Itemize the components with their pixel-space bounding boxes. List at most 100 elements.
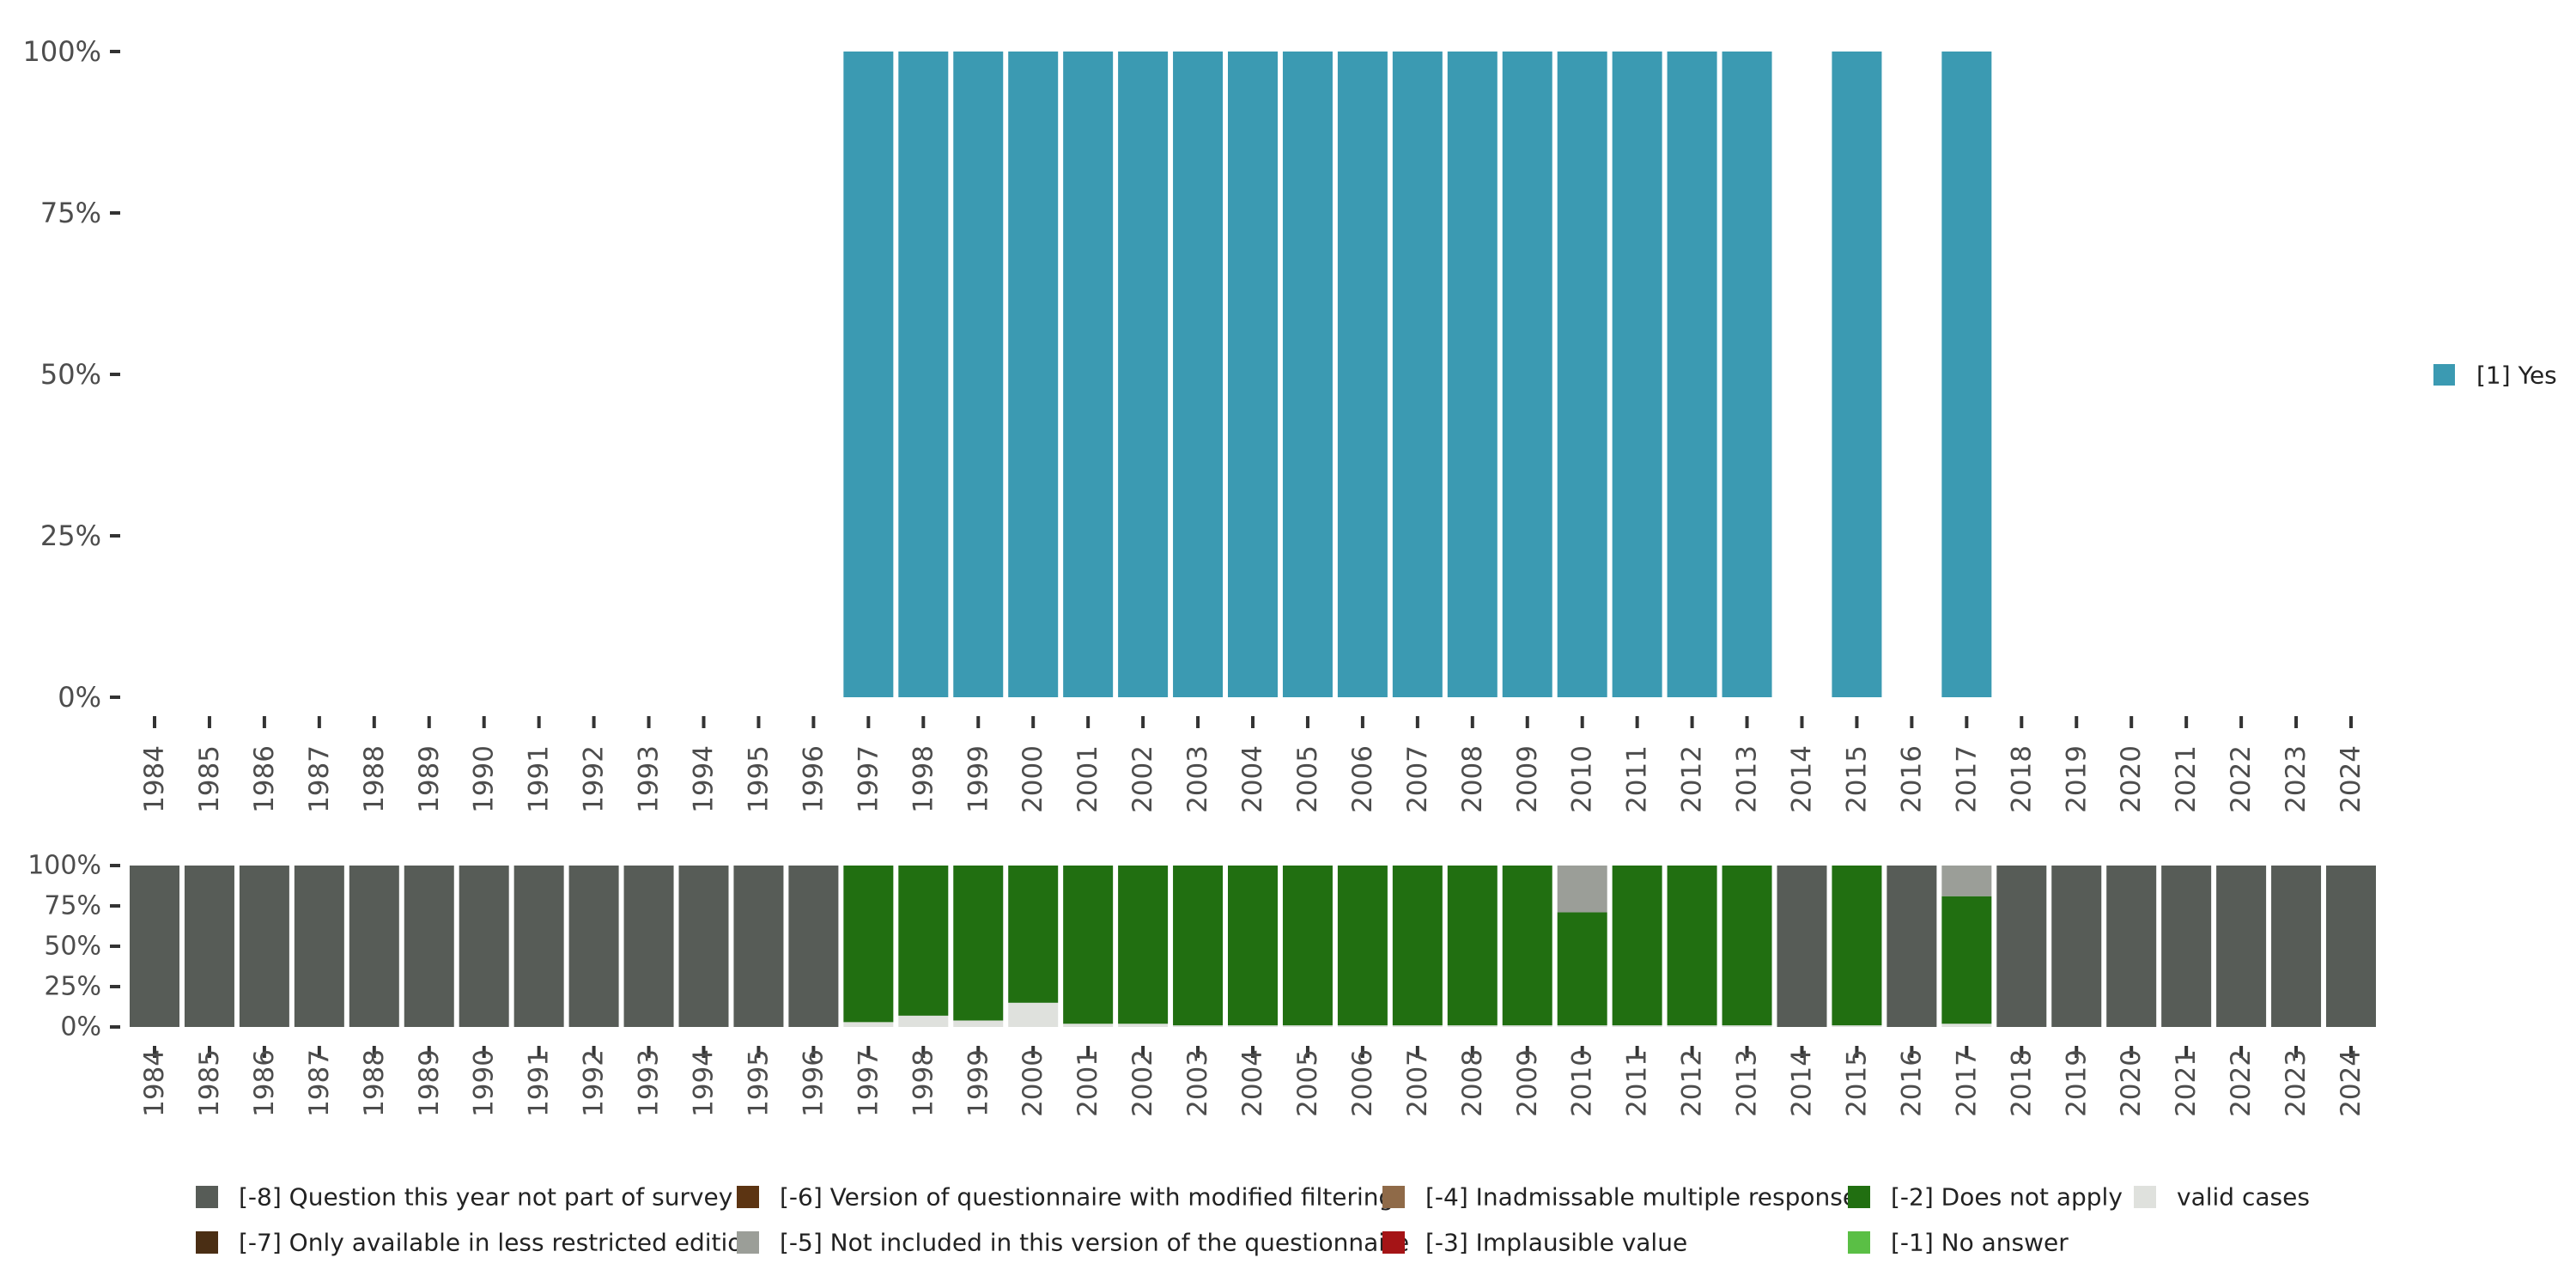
x-tick-label: 2014 — [1787, 1049, 1818, 1117]
x-tick-label: 2023 — [2281, 1049, 2312, 1117]
x-tick-label: 2010 — [1567, 1049, 1598, 1117]
bar — [1612, 52, 1662, 697]
bar — [1612, 866, 1662, 1026]
x-tick-label: 1992 — [579, 745, 610, 813]
x-tick-label: 2004 — [1237, 1049, 1268, 1117]
x-tick-label: 2010 — [1567, 745, 1598, 813]
x-tick-label: 2017 — [1951, 1049, 1982, 1117]
bar — [184, 866, 234, 1027]
bar — [1447, 52, 1498, 697]
bar — [898, 866, 949, 1016]
x-tick-label: 2021 — [2171, 745, 2202, 813]
legend-swatch — [1848, 1186, 1870, 1208]
x-tick-label: 1990 — [469, 1049, 500, 1117]
y-tick-label: 75% — [40, 197, 101, 229]
legend-label: [1] Yes — [2476, 361, 2557, 390]
x-tick-label: 2002 — [1127, 745, 1158, 813]
x-tick-label: 1994 — [689, 745, 720, 813]
bar — [1063, 1024, 1114, 1027]
bar — [843, 1022, 894, 1027]
bar — [1173, 52, 1224, 697]
x-tick-label: 2012 — [1677, 745, 1708, 813]
legend-swatch — [1848, 1231, 1870, 1254]
x-tick-label: 1985 — [194, 745, 225, 813]
legend-swatch — [1382, 1186, 1405, 1208]
bar — [2161, 866, 2212, 1027]
bar — [513, 866, 564, 1027]
bar — [1337, 52, 1388, 697]
x-tick-label: 2023 — [2281, 745, 2312, 813]
y-tick-label: 25% — [40, 519, 101, 552]
x-tick-label: 2002 — [1127, 1049, 1158, 1117]
x-tick-label: 2024 — [2336, 745, 2366, 813]
bar — [623, 866, 674, 1027]
bar — [1941, 866, 1992, 896]
x-tick-label: 2016 — [1896, 1049, 1927, 1117]
bar — [1667, 866, 1717, 1026]
x-tick-label: 1993 — [634, 1049, 665, 1117]
x-tick-label: 2004 — [1237, 745, 1268, 813]
bar — [294, 866, 344, 1027]
x-tick-label: 1996 — [798, 745, 829, 813]
x-tick-label: 2015 — [1841, 1049, 1872, 1117]
x-tick-label: 1986 — [249, 1049, 280, 1117]
bar — [1008, 52, 1059, 697]
bar — [1557, 1025, 1607, 1027]
bar — [733, 866, 784, 1027]
y-tick-label: 0% — [60, 1012, 101, 1042]
x-tick-label: 1995 — [743, 1049, 774, 1117]
bar — [843, 52, 894, 697]
x-tick-label: 1987 — [304, 1049, 335, 1117]
x-tick-label: 2013 — [1732, 745, 1763, 813]
bar — [1557, 866, 1607, 913]
x-tick-label: 2001 — [1072, 745, 1103, 813]
x-tick-label: 2008 — [1457, 745, 1488, 813]
bar — [130, 866, 179, 1027]
bar — [2326, 866, 2376, 1027]
x-tick-label: 2000 — [1018, 1049, 1048, 1117]
legend-label: [-7] Only available in less restricted e… — [239, 1229, 757, 1257]
x-tick-label: 1989 — [414, 1049, 445, 1117]
legend-swatch — [196, 1231, 218, 1254]
bar — [2271, 866, 2322, 1027]
y-tick-label: 75% — [44, 891, 101, 921]
bar — [678, 866, 729, 1027]
x-tick-label: 2021 — [2171, 1049, 2202, 1117]
bar — [2216, 866, 2267, 1027]
bar — [1941, 1024, 1992, 1027]
legend-label: [-2] Does not apply — [1891, 1183, 2123, 1212]
x-tick-label: 2015 — [1841, 745, 1872, 813]
bar — [1996, 866, 2047, 1027]
x-tick-label: 2020 — [2116, 745, 2147, 813]
x-tick-label: 1984 — [139, 745, 170, 813]
x-tick-label: 2008 — [1457, 1049, 1488, 1117]
legend-label: [-8] Question this year not part of surv… — [239, 1183, 732, 1212]
x-tick-label: 1997 — [853, 1049, 884, 1117]
bar — [1173, 866, 1224, 1026]
x-tick-label: 2011 — [1622, 745, 1653, 813]
bottom-chart: 0% 25% 50% 75% 100% 1984 1985 1986 1987 1988 1989 1… — [27, 851, 2376, 1117]
bar — [953, 1020, 1004, 1027]
x-tick-label: 1998 — [908, 745, 939, 813]
x-tick-label: 2003 — [1182, 745, 1213, 813]
x-tick-label: 1993 — [634, 745, 665, 813]
x-tick-label: 1992 — [579, 1049, 610, 1117]
bar — [1832, 1025, 1882, 1027]
legend-swatch — [737, 1186, 759, 1208]
bar — [2106, 866, 2157, 1027]
bar — [788, 866, 839, 1027]
bar — [953, 52, 1004, 697]
x-tick-label: 1988 — [359, 1049, 390, 1117]
x-tick-label: 2005 — [1292, 745, 1323, 813]
bar — [953, 866, 1004, 1021]
x-tick-label: 1989 — [414, 745, 445, 813]
x-tick-label: 2005 — [1292, 1049, 1323, 1117]
bar — [1667, 1025, 1717, 1027]
bar — [1173, 1025, 1224, 1027]
x-tick-label: 1995 — [743, 745, 774, 813]
x-tick-label: 1988 — [359, 745, 390, 813]
bar — [1228, 866, 1278, 1026]
x-tick-label: 2009 — [1512, 1049, 1543, 1117]
legend-swatch — [2134, 1186, 2156, 1208]
